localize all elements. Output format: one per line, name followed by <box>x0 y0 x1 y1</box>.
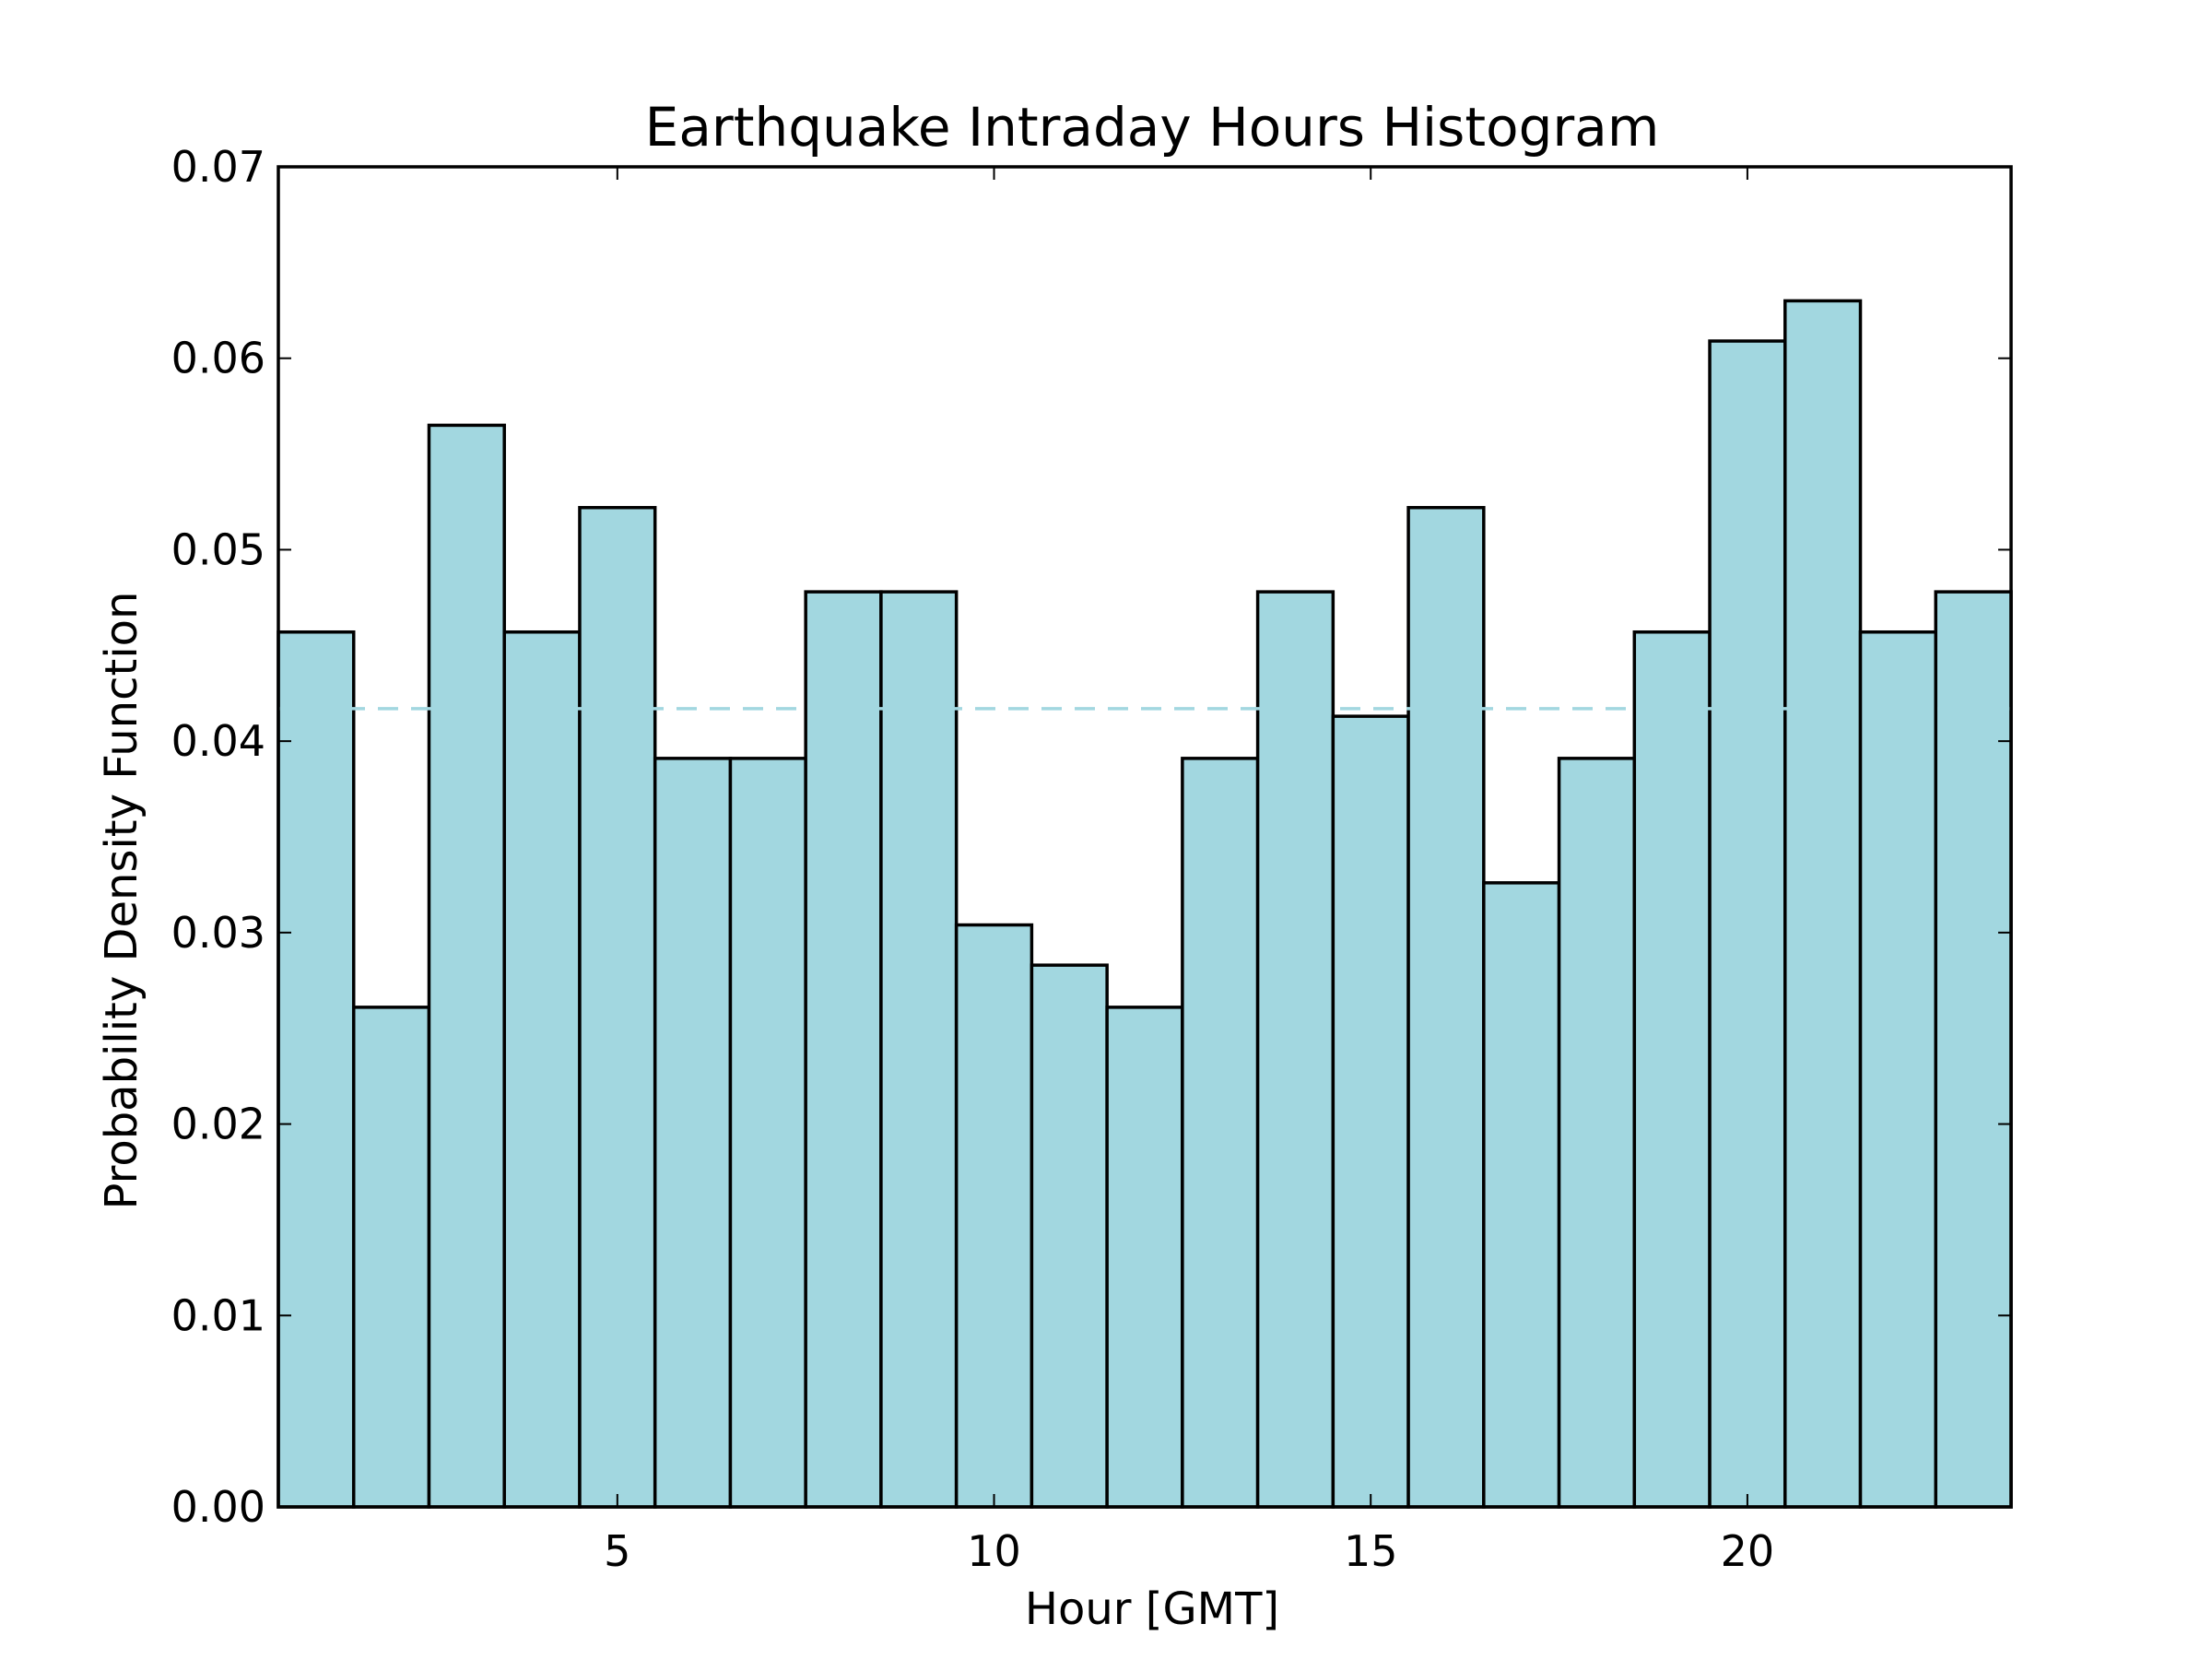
y-tick-label: 0.04 <box>171 716 265 766</box>
x-tick-label: 10 <box>967 1526 1021 1576</box>
histogram-bar <box>1632 629 1712 1509</box>
y-tick-label: 0.07 <box>171 142 265 192</box>
y-tick-label: 0.06 <box>171 334 265 383</box>
y-tick-label: 0.03 <box>171 908 265 958</box>
histogram-bar <box>653 757 733 1509</box>
histogram-bar <box>276 629 356 1509</box>
histogram-bar <box>1557 757 1637 1509</box>
histogram-bar <box>879 590 959 1509</box>
histogram-bar <box>1030 963 1109 1509</box>
histogram-bar <box>1331 714 1410 1509</box>
histogram-bar <box>804 590 883 1509</box>
chart-title: Earthquake Intraday Hours Histogram <box>645 96 1660 159</box>
histogram-bar <box>427 423 506 1509</box>
histogram-bar <box>351 1006 431 1509</box>
y-axis-label: Probability Density Function <box>96 592 147 1210</box>
y-tick-label: 0.05 <box>171 524 265 574</box>
y-tick-labels: 0.00 0.01 0.02 0.03 0.04 0.05 0.06 0.07 <box>171 142 265 1532</box>
plot-frame <box>276 165 2013 1509</box>
x-tick-label: 5 <box>604 1526 630 1576</box>
histogram-bar <box>1708 339 1787 1509</box>
y-tick-label: 0.00 <box>171 1482 265 1532</box>
histogram-bar <box>578 505 657 1509</box>
x-axis-label: Hour [GMT] <box>1025 1583 1279 1635</box>
histogram-bar <box>728 757 807 1509</box>
histogram-bar <box>1255 590 1335 1509</box>
histogram-bar <box>1406 505 1486 1509</box>
histogram-bar <box>1105 1006 1184 1509</box>
histogram-bar <box>502 629 582 1509</box>
histogram-bar <box>1783 299 1863 1509</box>
histogram-bar <box>954 923 1034 1509</box>
histogram-bar <box>1858 629 1938 1509</box>
bar-group <box>276 299 2013 1509</box>
histogram-bar <box>1482 881 1561 1509</box>
histogram-bar <box>1181 757 1260 1509</box>
y-tick-label: 0.02 <box>171 1100 265 1149</box>
y-tick-label: 0.01 <box>171 1290 265 1340</box>
x-tick-labels: 5 10 15 20 <box>604 1526 1774 1576</box>
histogram-bar <box>1934 590 2013 1509</box>
x-tick-label: 20 <box>1721 1526 1775 1576</box>
x-tick-label: 15 <box>1344 1526 1398 1576</box>
